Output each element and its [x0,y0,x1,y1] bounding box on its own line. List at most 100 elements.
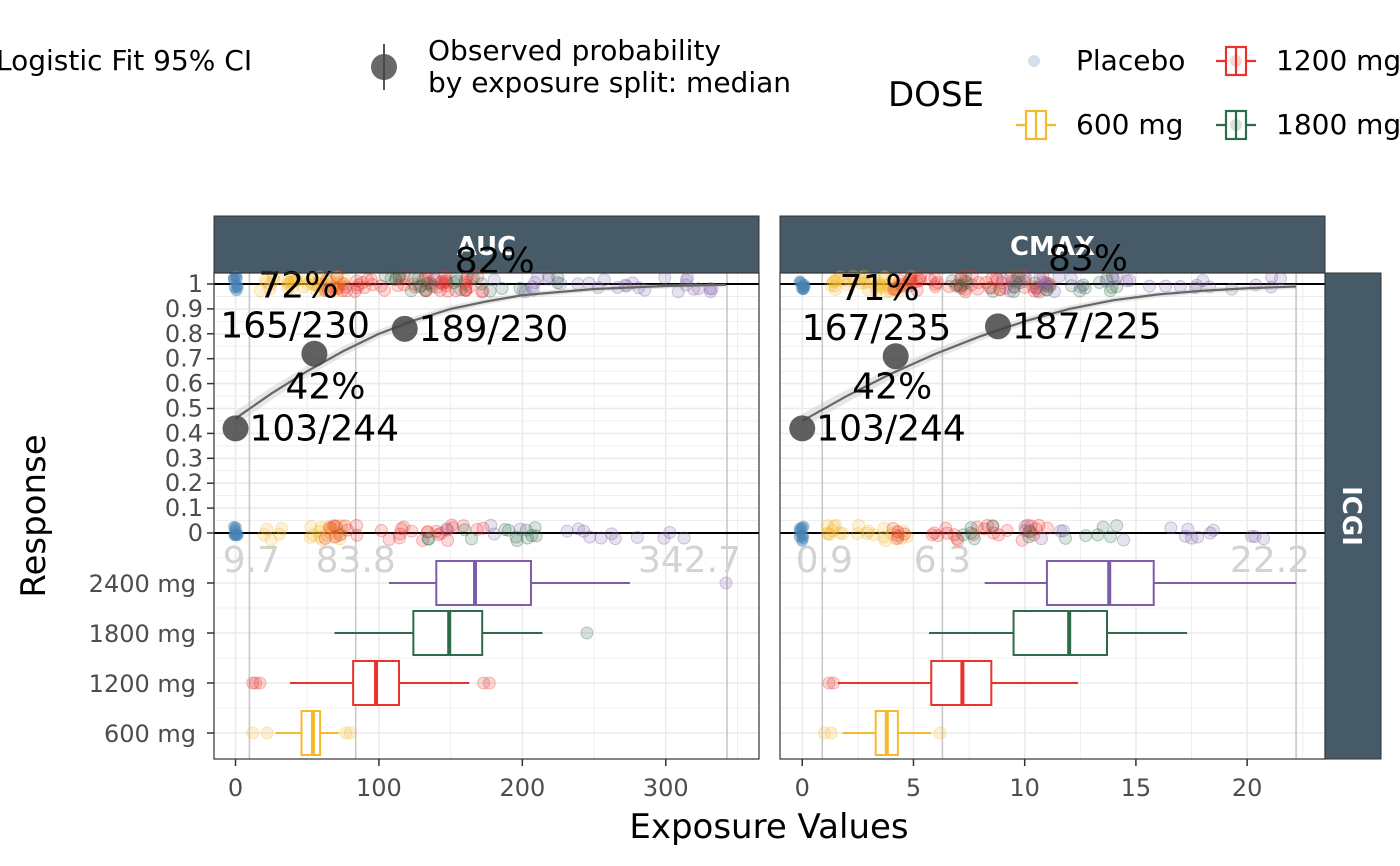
observation-point [852,518,866,532]
observation-point [384,271,398,285]
observation-point [847,274,861,288]
observation-point [321,283,335,297]
observation-point [1017,280,1031,294]
observation-point [495,281,509,295]
observation-point [374,524,388,538]
observation-point [904,270,918,284]
placebo-point [793,525,806,538]
observation-point [867,528,881,542]
observation-point [1007,285,1021,299]
observation-point [897,524,911,538]
observation-point [439,279,453,293]
y-dose-tick-label: 2400 mg [89,570,196,598]
observation-point [895,278,909,292]
observation-point [824,278,838,292]
observation-point [931,529,945,543]
quantile-label: 22.2 [1230,540,1310,581]
panel-border [213,272,760,760]
observation-point [1110,519,1124,533]
observation-point [597,273,611,287]
observation-point [900,530,914,544]
observation-point [1030,281,1044,295]
observation-point [531,270,545,284]
observed-percent-label: 42% [852,366,932,407]
strip-label: CMAX [1010,232,1095,262]
observation-point [1181,522,1195,536]
observation-point [951,533,965,547]
observation-point [990,271,1004,285]
legend-observed-point [371,54,397,80]
panel-background [780,273,1325,759]
observation-point [456,519,470,533]
x-tick-label: 5 [906,774,921,802]
observation-point [554,277,568,291]
observation-point [264,277,278,291]
y-tick-label: 0.2 [165,469,203,497]
observation-point [395,522,409,536]
observation-point [326,281,340,295]
observation-point [1076,278,1090,292]
fit-curve [801,285,1297,422]
observation-point [421,271,435,285]
observation-point [327,519,341,533]
observation-point [433,276,447,290]
observation-point [366,278,380,292]
observation-point [895,531,909,545]
placebo-point [228,281,241,294]
legend-observed-line1: Observed probability [428,34,721,67]
observation-point [310,284,324,298]
x-axis-title: Exposure Values [629,807,908,847]
observation-point [305,273,319,287]
observation-point [889,282,903,296]
observation-point [419,284,433,298]
observation-point [1007,280,1021,294]
observation-point [826,275,840,289]
observation-point [1092,276,1106,290]
observation-point [466,271,480,285]
legend-key-placebo [1028,55,1040,67]
observation-point [1164,521,1178,535]
observation-point [337,277,351,291]
observation-point [1031,284,1045,298]
observation-point [463,280,477,294]
observation-point [350,281,364,295]
outlier-point [826,676,840,690]
observation-point [502,523,516,537]
observation-point [1064,279,1078,293]
observation-point [413,280,427,294]
observation-point [902,274,916,288]
observation-point [956,528,970,542]
observation-point [1041,279,1055,293]
observation-point [446,521,460,535]
observed-fraction-label: 103/244 [816,408,966,449]
observation-point [619,279,633,293]
observation-point [391,278,405,292]
observation-point [1039,276,1053,290]
observation-point [608,532,622,546]
observation-point [927,526,941,540]
boxplot-600mg [817,710,947,756]
observation-point [447,276,461,290]
observation-point [320,273,334,287]
observation-point [510,534,524,548]
observation-point [903,274,917,288]
observation-point [334,519,348,533]
observation-point [1027,528,1041,542]
outlier-point [933,726,947,740]
observation-point [405,524,419,538]
observation-point [1073,284,1087,298]
observation-point [860,275,874,289]
x-tick-label: 200 [499,774,545,802]
observation-point [964,526,978,540]
outlier-point [824,726,838,740]
observation-point [1043,279,1057,293]
observation-point [958,282,972,296]
observation-point [828,279,842,293]
observation-point [950,278,964,292]
legend-label-1800mg: 1800 mg [1276,108,1400,141]
observed-fraction-label: 189/230 [419,309,569,350]
observation-point [1096,520,1110,534]
observation-point [902,273,916,287]
observation-point [440,276,454,290]
